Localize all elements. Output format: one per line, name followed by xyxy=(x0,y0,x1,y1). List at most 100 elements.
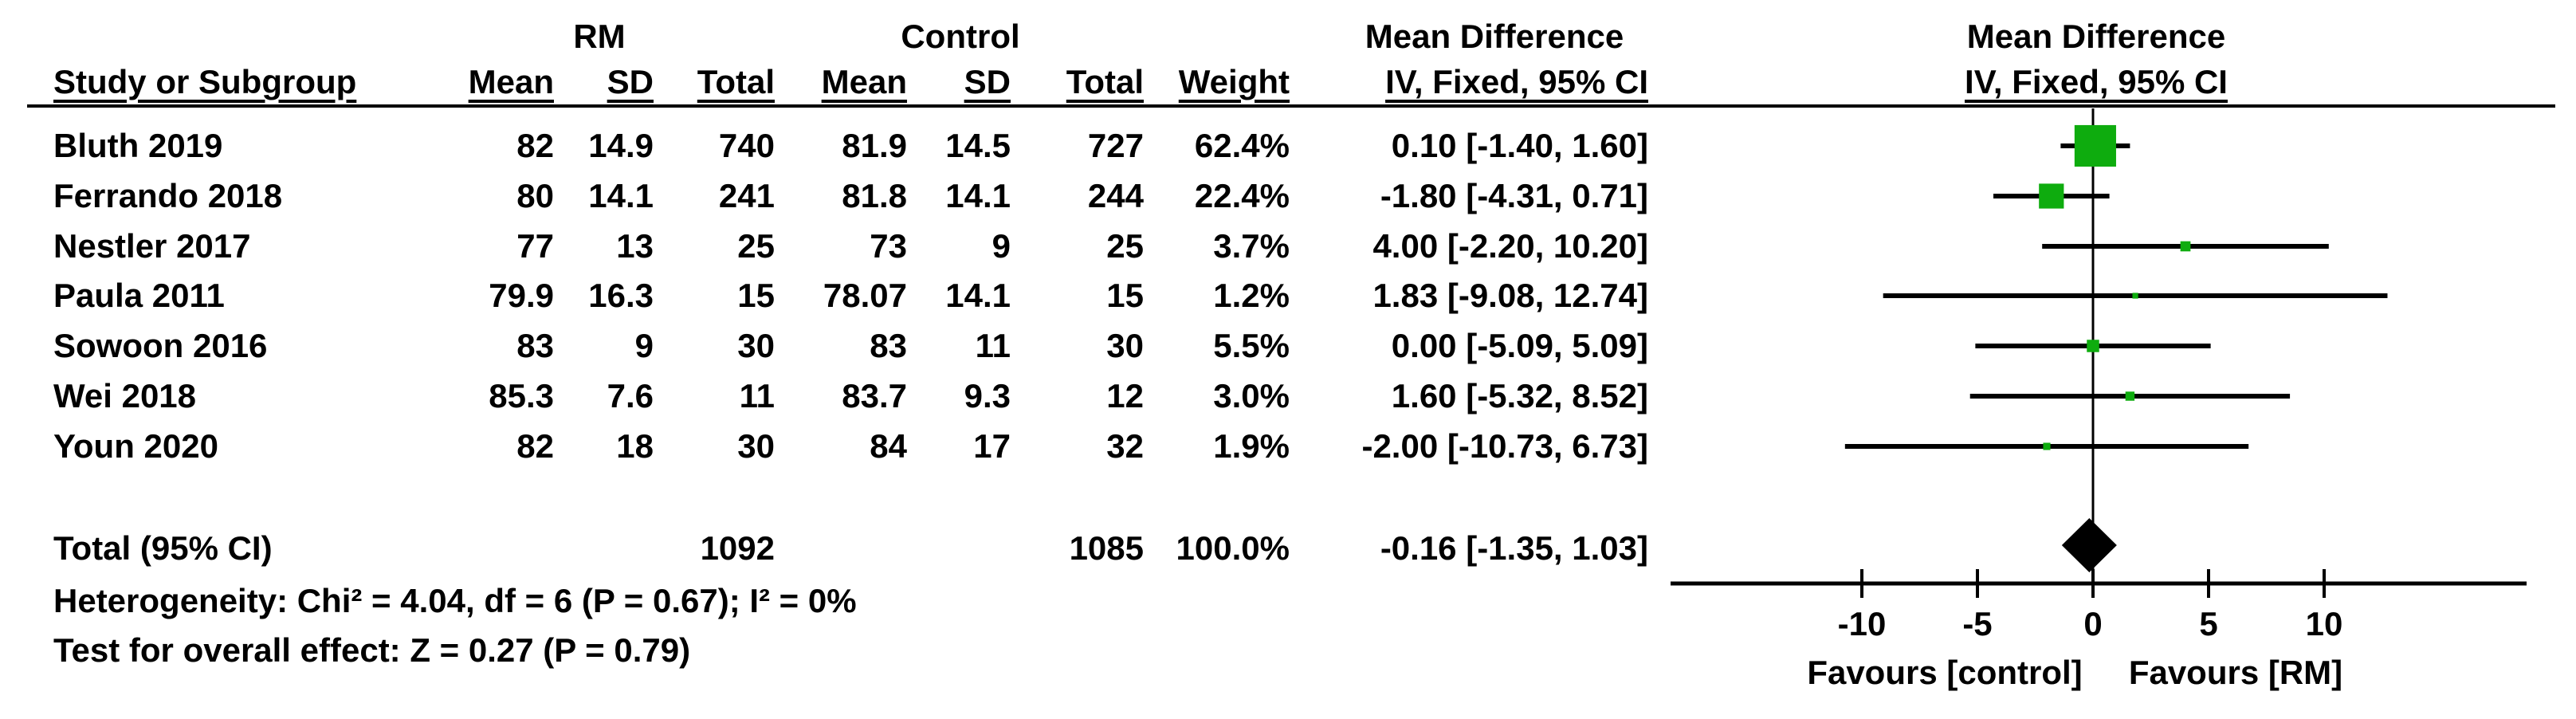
cell-ctrl-total: 30 xyxy=(1106,327,1144,364)
cell-ctrl-mean: 81.9 xyxy=(842,127,907,164)
col-header-weight: Weight xyxy=(1178,63,1290,100)
cell-rm-sd: 13 xyxy=(616,227,654,265)
cell-ctrl-sd: 9.3 xyxy=(964,377,1011,415)
cell-ctrl-total: 15 xyxy=(1106,277,1144,314)
header-divider-line xyxy=(27,104,2555,108)
total-row-label: Total (95% CI) xyxy=(53,529,273,567)
col-header-ctrl-sd: SD xyxy=(964,63,1011,100)
group-header-control: Control xyxy=(901,18,1020,55)
col-header-rm-sd: SD xyxy=(607,63,654,100)
cell-rm-total: 11 xyxy=(739,377,775,415)
weight-square xyxy=(2087,340,2099,352)
cell-rm-sd: 7.6 xyxy=(607,377,654,415)
cell-rm-sd: 18 xyxy=(616,427,654,465)
cell-weight: 3.7% xyxy=(1213,227,1290,265)
tick-label: -5 xyxy=(1962,605,1992,642)
cell-rm-mean: 80 xyxy=(516,177,554,214)
cell-rm-sd: 14.1 xyxy=(588,177,654,214)
cell-ci-label: 1.60 [-5.32, 8.52] xyxy=(1391,377,1648,415)
cell-ctrl-sd: 14.1 xyxy=(945,277,1011,314)
cell-weight: 5.5% xyxy=(1213,327,1290,364)
cell-ctrl-mean: 73 xyxy=(870,227,907,265)
overall-effect-footnote: Test for overall effect: Z = 0.27 (P = 0… xyxy=(53,631,691,669)
weight-square xyxy=(2132,293,2138,299)
cell-ctrl-total: 12 xyxy=(1106,377,1144,415)
cell-ci-label: 0.10 [-1.40, 1.60] xyxy=(1391,127,1648,164)
cell-rm-mean: 85.3 xyxy=(489,377,554,415)
cell-ctrl-total: 25 xyxy=(1106,227,1144,265)
cell-ctrl-mean: 83 xyxy=(870,327,907,364)
cell-ci-label: -1.80 [-4.31, 0.71] xyxy=(1380,177,1648,214)
cell-ctrl-mean: 81.8 xyxy=(842,177,907,214)
cell-rm-mean: 79.9 xyxy=(489,277,554,314)
cell-ctrl-mean: 83.7 xyxy=(842,377,907,415)
cell-rm-total: 25 xyxy=(737,227,775,265)
total-cell-weight: 100.0% xyxy=(1176,529,1290,567)
col-header-study: Study or Subgroup xyxy=(53,63,357,100)
weight-square xyxy=(2074,124,2116,167)
total-cell-rm-total: 1092 xyxy=(700,529,775,567)
col-header-ci: IV, Fixed, 95% CI xyxy=(1385,63,1648,100)
tick-label: 0 xyxy=(2083,605,2102,642)
col-header-ctrl-total: Total xyxy=(1066,63,1144,100)
md-column-header-line1: Mean Difference xyxy=(1365,18,1624,55)
md-plot-header-line2: IV, Fixed, 95% CI xyxy=(1965,63,2228,100)
cell-ci-label: 1.83 [-9.08, 12.74] xyxy=(1372,277,1648,314)
weight-square xyxy=(2180,241,2191,252)
col-header-ctrl-mean: Mean xyxy=(821,63,907,100)
cell-rm-mean: 77 xyxy=(516,227,554,265)
cell-weight: 22.4% xyxy=(1194,177,1290,214)
cell-ci-label: 4.00 [-2.20, 10.20] xyxy=(1372,227,1648,265)
cell-rm-total: 241 xyxy=(718,177,775,214)
cell-ci-label: -2.00 [-10.73, 6.73] xyxy=(1361,427,1648,465)
study-name: Ferrando 2018 xyxy=(53,177,283,214)
cell-weight: 1.9% xyxy=(1213,427,1290,465)
cell-ctrl-total: 32 xyxy=(1106,427,1144,465)
md-plot-header-line1: Mean Difference xyxy=(1966,18,2226,55)
cell-ctrl-mean: 78.07 xyxy=(823,277,907,314)
cell-rm-total: 30 xyxy=(737,427,775,465)
weight-square xyxy=(2125,391,2135,401)
tick-label: 10 xyxy=(2306,605,2343,642)
cell-ctrl-mean: 84 xyxy=(870,427,907,465)
cell-rm-total: 740 xyxy=(718,127,775,164)
study-name: Bluth 2019 xyxy=(53,127,223,164)
cell-rm-sd: 16.3 xyxy=(588,277,654,314)
cell-weight: 3.0% xyxy=(1213,377,1290,415)
group-header-rm: RM xyxy=(573,18,626,55)
weight-square xyxy=(2043,442,2051,450)
cell-ci-label: 0.00 [-5.09, 5.09] xyxy=(1391,327,1648,364)
cell-rm-mean: 82 xyxy=(516,127,554,164)
total-cell-ctrl-total: 1085 xyxy=(1069,529,1144,567)
cell-rm-total: 15 xyxy=(737,277,775,314)
tick-label: 5 xyxy=(2199,605,2217,642)
study-name: Nestler 2017 xyxy=(53,227,251,265)
cell-ctrl-total: 727 xyxy=(1087,127,1144,164)
cell-rm-total: 30 xyxy=(737,327,775,364)
cell-rm-mean: 82 xyxy=(516,427,554,465)
col-header-rm-total: Total xyxy=(697,63,775,100)
tick-label: -10 xyxy=(1838,605,1887,642)
study-name: Wei 2018 xyxy=(53,377,197,415)
total-cell-ci-label: -0.16 [-1.35, 1.03] xyxy=(1380,529,1648,567)
cell-rm-sd: 14.9 xyxy=(588,127,654,164)
cell-weight: 1.2% xyxy=(1213,277,1290,314)
favours-right-label: Favours [RM] xyxy=(2129,654,2342,691)
total-diamond xyxy=(2061,518,2117,572)
study-name: Paula 2011 xyxy=(53,277,225,314)
cell-ctrl-sd: 14.1 xyxy=(945,177,1011,214)
cell-ctrl-sd: 17 xyxy=(973,427,1011,465)
study-name: Sowoon 2016 xyxy=(53,327,268,364)
heterogeneity-footnote: Heterogeneity: Chi² = 4.04, df = 6 (P = … xyxy=(53,582,857,619)
cell-ctrl-sd: 9 xyxy=(992,227,1011,265)
cell-weight: 62.4% xyxy=(1194,127,1290,164)
study-name: Youn 2020 xyxy=(53,427,218,465)
cell-ctrl-total: 244 xyxy=(1087,177,1144,214)
cell-ctrl-sd: 11 xyxy=(975,327,1011,364)
cell-rm-mean: 83 xyxy=(516,327,554,364)
cell-rm-sd: 9 xyxy=(634,327,654,364)
cell-ctrl-sd: 14.5 xyxy=(945,127,1011,164)
weight-square xyxy=(2039,183,2064,209)
